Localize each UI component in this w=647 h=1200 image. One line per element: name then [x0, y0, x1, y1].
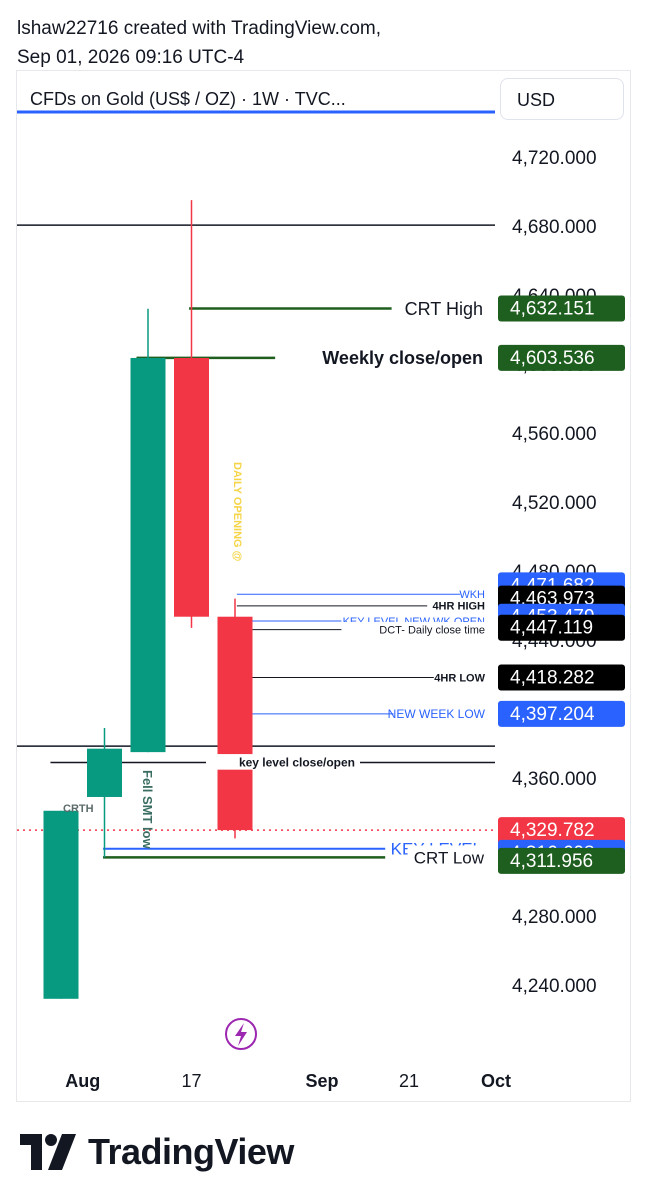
candle-body[interactable] [174, 357, 209, 617]
candle-body[interactable] [130, 357, 166, 753]
level-label-bg [294, 345, 488, 369]
level-label: WKH [459, 589, 485, 601]
y-tick-label: 4,720.000 [512, 148, 597, 169]
annotation-crth: CRTH [63, 803, 94, 815]
price-tag-label: 4,632.151 [510, 299, 595, 320]
candle-body[interactable] [87, 748, 122, 797]
price-tag-label: 4,447.119 [510, 618, 593, 639]
level-label: 4HR LOW [434, 672, 485, 684]
price-tag-label: 4,329.782 [510, 820, 595, 841]
x-tick-label: Sep [305, 1071, 338, 1091]
level-label: DCT- Daily close time [379, 625, 485, 637]
price-tag-label: 4,311.956 [510, 851, 593, 872]
chart-header: lshaw22716 created with TradingView.com,… [17, 14, 381, 72]
level-label: CRT High [405, 299, 483, 319]
level-label-bg [391, 295, 488, 320]
price-tag[interactable] [498, 700, 625, 727]
lightning-bolt-icon [235, 1023, 247, 1046]
price-tag[interactable] [498, 847, 625, 874]
chart-frame [16, 70, 631, 1102]
level-label-bg [460, 586, 490, 601]
level-label-bg [341, 621, 490, 637]
tradingview-logo-icon [20, 1134, 76, 1170]
candle-body[interactable] [217, 616, 253, 831]
level-label-bg [427, 598, 490, 613]
x-tick-label: Oct [481, 1071, 511, 1091]
level-label: NEW WEEK LOW [388, 707, 486, 721]
level-label: Weekly close/open [322, 348, 483, 368]
y-tick-label: 4,520.000 [512, 493, 597, 514]
symbol-title[interactable]: CFDs on Gold (US$ / OZ) · 1W · TVC... [30, 89, 346, 109]
price-tag[interactable] [498, 344, 625, 371]
header-author-line: lshaw22716 created with TradingView.com, [17, 18, 382, 39]
level-label-bg [393, 705, 490, 722]
annotation-daily-opening: DAILY OPENING @ [231, 462, 243, 562]
price-tag[interactable] [498, 614, 625, 641]
price-tag-label: 4,603.536 [510, 348, 595, 369]
y-tick-label: 4,680.000 [512, 217, 597, 238]
level-label: 4HR HIGH [432, 601, 485, 613]
candle-body[interactable] [43, 810, 79, 999]
header-date-line: Sep 01, 2026 09:16 UTC-4 [17, 47, 245, 68]
price-tag[interactable] [498, 295, 625, 322]
level-label-bg [407, 845, 489, 868]
level-label-bg [433, 669, 490, 685]
x-tick-label: Aug [65, 1071, 100, 1091]
price-tag-label: 4,397.204 [510, 704, 595, 725]
lightning-icon[interactable] [225, 1018, 257, 1050]
price-tag[interactable] [498, 664, 625, 691]
y-tick-label: 4,360.000 [512, 769, 597, 790]
annotation-smt: Fell SMT low [140, 770, 155, 850]
tradingview-wordmark: TradingView [88, 1131, 294, 1172]
level-label-bg [206, 754, 360, 770]
level-label: key level close/open [239, 756, 355, 770]
currency-selector[interactable]: USD [500, 78, 624, 120]
level-label: CRT Low [414, 848, 485, 867]
y-tick-label: 4,560.000 [512, 424, 597, 445]
price-tag-label: 4,418.282 [510, 667, 595, 688]
y-tick-label: 4,280.000 [512, 907, 597, 928]
tradingview-logo[interactable]: TradingView [20, 1128, 294, 1176]
y-tick-label: 4,240.000 [512, 976, 597, 997]
x-tick-label: 17 [181, 1071, 201, 1091]
x-tick-label: 21 [399, 1071, 419, 1091]
